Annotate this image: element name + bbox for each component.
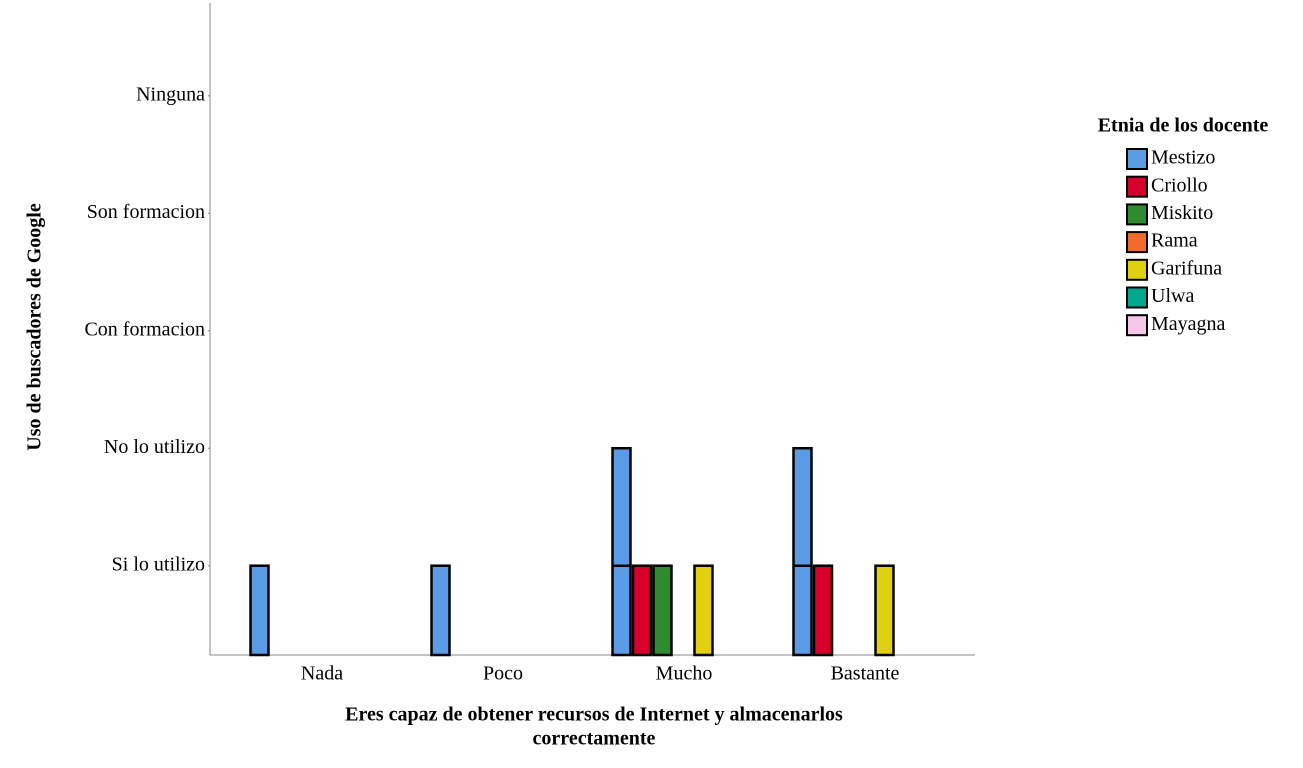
legend-label: Rama	[1151, 230, 1198, 252]
x-tick-label: Nada	[301, 663, 343, 685]
bar	[693, 564, 714, 657]
bar	[812, 564, 834, 657]
legend-swatch	[1126, 231, 1148, 254]
legend-label: Mestizo	[1151, 147, 1215, 169]
legend-label: Ulwa	[1151, 285, 1194, 307]
legend-swatch	[1126, 148, 1148, 170]
y-tick-label: Con formacion	[84, 318, 205, 340]
bar	[874, 564, 895, 657]
bar	[249, 564, 270, 657]
legend-label: Criollo	[1151, 174, 1208, 196]
legend-swatch	[1126, 175, 1148, 198]
legend-swatch	[1126, 286, 1148, 309]
legend-swatch	[1126, 258, 1148, 281]
x-axis-title: Eres capaz de obtener recursos de Intern…	[345, 704, 843, 726]
legend-title: Etnia de los docente	[1098, 115, 1269, 137]
legend-label: Mayagna	[1151, 313, 1226, 335]
legend-swatch	[1126, 314, 1148, 337]
legend-swatch	[1126, 203, 1148, 226]
y-tick-label: Son formacion	[87, 201, 205, 223]
legend-label: Garifuna	[1151, 257, 1222, 279]
x-tick-label: Mucho	[656, 663, 713, 685]
legend-label: Miskito	[1151, 202, 1213, 224]
bar	[652, 564, 673, 657]
y-tick-label: No lo utilizo	[104, 436, 205, 458]
x-tick-label: Poco	[483, 663, 523, 685]
y-axis-title: Uso de buscadores de Google	[24, 203, 46, 451]
y-tick-label: Si lo utilizo	[112, 553, 205, 575]
y-tick-label: Ninguna	[136, 83, 205, 105]
x-axis-title: correctamente	[533, 728, 656, 750]
bar	[430, 564, 451, 657]
bar	[631, 564, 653, 657]
bar	[792, 446, 813, 657]
x-tick-label: Bastante	[831, 663, 900, 685]
bar	[611, 446, 632, 657]
